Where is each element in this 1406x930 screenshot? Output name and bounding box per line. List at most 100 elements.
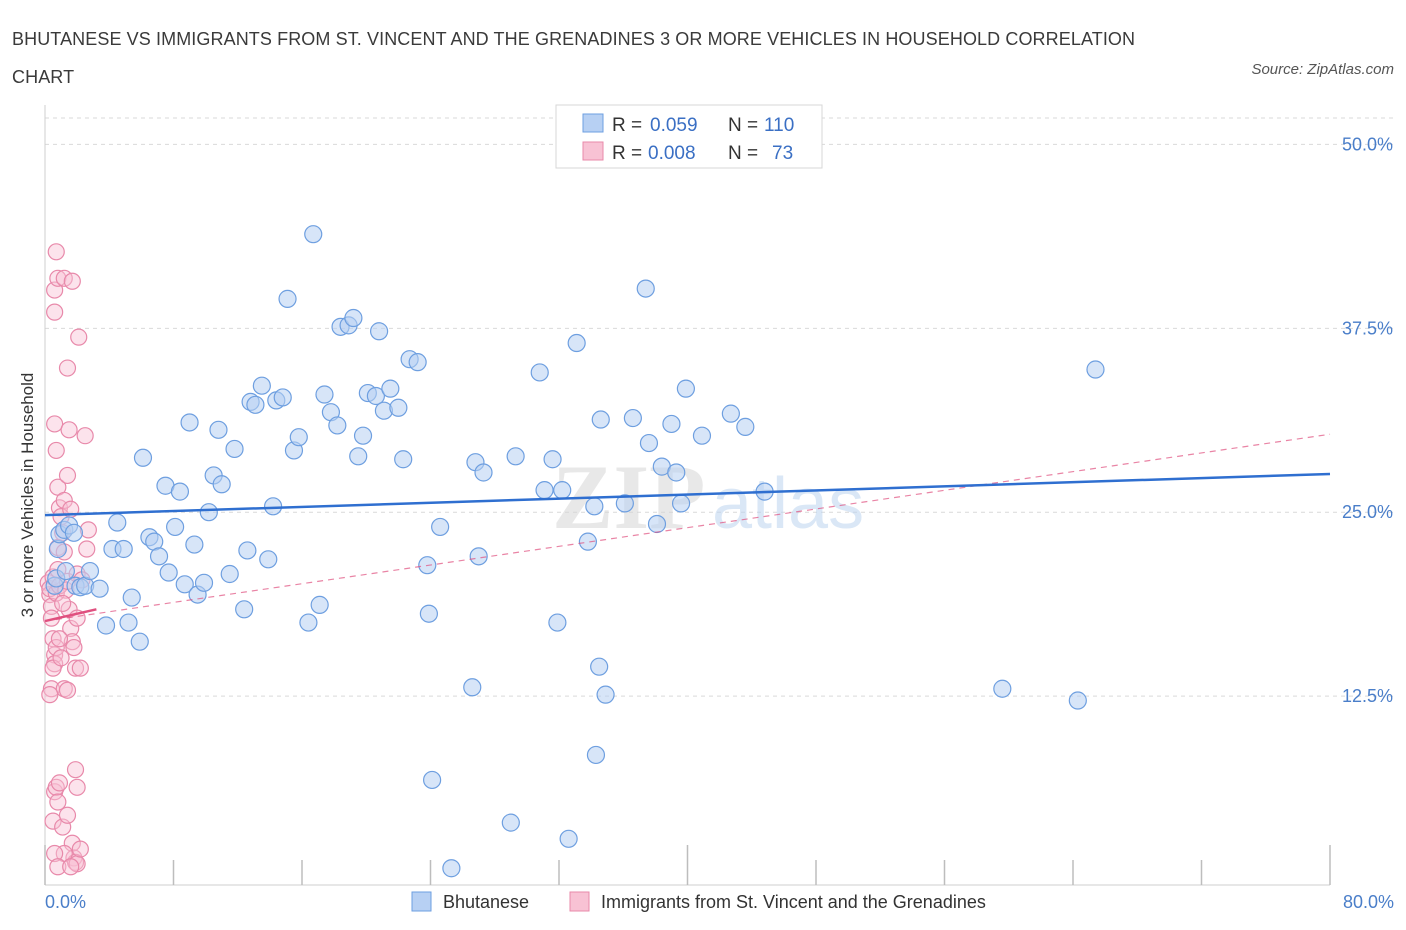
data-point-bhutanese [212, 475, 231, 494]
data-point-bhutanese [299, 613, 318, 632]
data-point-immigrants [47, 638, 65, 657]
data-point-bhutanese [1068, 691, 1087, 710]
data-point-immigrants [76, 427, 94, 445]
data-point-bhutanese [90, 579, 109, 598]
data-point-bhutanese [159, 563, 178, 582]
data-point-bhutanese [130, 632, 149, 651]
watermark-atlas: atlas [712, 464, 864, 544]
data-point-bhutanese [349, 447, 368, 466]
data-point-bhutanese [238, 541, 257, 560]
data-point-immigrants [58, 806, 77, 824]
data-point-bhutanese [235, 600, 254, 619]
data-point-bhutanese [175, 575, 194, 594]
data-point-bhutanese [64, 523, 84, 542]
data-point-bhutanese [993, 679, 1012, 698]
data-point-bhutanese [559, 829, 578, 848]
data-point-immigrants [55, 491, 73, 510]
data-point-bhutanese [667, 463, 686, 482]
data-point-immigrants [50, 774, 69, 792]
data-point-bhutanese [381, 379, 400, 398]
data-point-immigrants [68, 778, 86, 796]
data-point-bhutanese [166, 517, 185, 537]
data-point-bhutanese [289, 428, 308, 447]
data-point-bhutanese [108, 513, 127, 532]
data-point-immigrants [49, 269, 67, 287]
data-point-bhutanese [676, 379, 695, 398]
data-point-bhutanese [647, 514, 667, 534]
data-point-bhutanese [310, 595, 329, 614]
data-point-bhutanese [506, 447, 525, 466]
data-point-bhutanese [408, 353, 427, 372]
y-axis-title: 3 or more Vehicles in Household [18, 373, 37, 618]
data-point-bhutanese [114, 539, 133, 559]
data-point-bhutanese [596, 685, 615, 704]
data-point-immigrants [52, 649, 70, 667]
data-point-immigrants [50, 630, 69, 648]
data-point-bhutanese [736, 417, 755, 436]
y-tick-label: 12.5% [1342, 686, 1393, 706]
data-point-immigrants [49, 793, 67, 811]
data-point-bhutanese [585, 497, 604, 516]
data-point-bhutanese [535, 481, 554, 500]
legend-n-value-2: 73 [772, 143, 793, 164]
data-point-bhutanese [692, 426, 712, 445]
data-point-immigrants [63, 272, 81, 290]
legend-swatch-bhutanese [582, 113, 604, 133]
legend-swatch-immigrants [582, 141, 604, 161]
data-point-bhutanese [639, 433, 659, 453]
trend-line-immigrants [44, 433, 1331, 622]
data-point-bhutanese [567, 333, 586, 353]
data-point-bhutanese [671, 494, 691, 513]
trend-line-bhutanese [44, 472, 1331, 517]
data-point-immigrants [65, 638, 83, 657]
data-point-immigrants [41, 686, 59, 704]
data-point-bhutanese [246, 395, 265, 414]
data-point-immigrants [49, 858, 67, 876]
data-point-immigrants [47, 243, 65, 261]
data-point-immigrants [62, 619, 80, 638]
legend-n-label-2: N = [728, 143, 758, 164]
data-point-immigrants [44, 812, 62, 830]
data-point-bhutanese [553, 481, 572, 500]
data-point-bhutanese [80, 561, 100, 581]
data-point-immigrants [46, 415, 64, 433]
y-tick-labels: 12.5% 25.0% 37.5% 50.0% [1342, 134, 1393, 706]
data-point-bhutanese [623, 408, 642, 428]
data-point-bhutanese [431, 517, 450, 537]
data-point-bhutanese [96, 616, 116, 635]
data-point-immigrants [66, 659, 85, 677]
data-point-bhutanese [543, 450, 562, 469]
data-point-bhutanese [278, 289, 297, 308]
data-point-bhutanese [463, 678, 482, 697]
data-point-bhutanese [353, 426, 373, 445]
data-point-bhutanese [133, 448, 153, 467]
data-point-immigrants [63, 633, 81, 651]
data-point-bhutanese [344, 308, 363, 328]
data-point-bhutanese [180, 413, 199, 432]
data-point-bhutanese [149, 547, 169, 566]
data-point-bhutanese [273, 388, 292, 407]
bottom-legend: Bhutanese Immigrants from St. Vincent an… [411, 891, 986, 912]
data-point-bhutanese [199, 503, 218, 522]
data-point-bhutanese [469, 547, 488, 566]
data-point-immigrants [71, 840, 89, 858]
data-point-bhutanese [615, 494, 634, 513]
data-point-immigrants [78, 540, 96, 558]
data-point-bhutanese [721, 404, 740, 423]
data-point-bhutanese [252, 376, 271, 395]
bottom-legend-swatch-immigrants [569, 891, 590, 912]
legend-n-value-1: 110 [764, 115, 794, 136]
bottom-legend-swatch-bhutanese [411, 891, 432, 912]
data-point-bhutanese [1086, 360, 1105, 379]
data-point-bhutanese [423, 770, 442, 790]
data-point-immigrants [62, 858, 80, 876]
data-point-bhutanese [194, 573, 214, 592]
data-point-bhutanese [578, 532, 598, 551]
data-point-bhutanese [662, 414, 681, 434]
data-point-bhutanese [419, 604, 438, 623]
data-point-bhutanese [185, 535, 204, 554]
data-point-bhutanese [315, 385, 334, 404]
data-point-bhutanese [119, 613, 138, 632]
axes [44, 105, 1331, 886]
